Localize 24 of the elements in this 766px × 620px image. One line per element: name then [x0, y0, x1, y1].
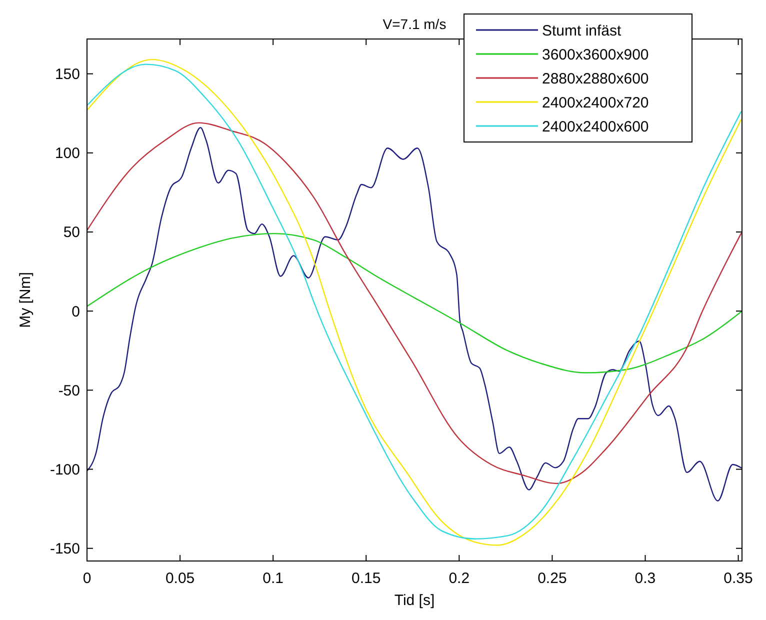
y-tick-label: 100 — [54, 145, 80, 162]
y-tick-label: 0 — [72, 303, 80, 320]
x-tick-label: 0.1 — [262, 570, 284, 587]
x-tick-label: 0.35 — [724, 570, 753, 587]
legend-label: 3600x3600x900 — [542, 46, 649, 64]
x-tick-label: 0.05 — [165, 570, 195, 587]
legend-label: Stumt infäst — [542, 22, 622, 40]
x-tick-label: 0.15 — [352, 570, 381, 587]
x-tick-label: 0.25 — [538, 570, 567, 587]
x-tick-label: 0 — [82, 570, 92, 587]
y-tick-label: -50 — [58, 382, 80, 400]
legend-label: 2880x2880x600 — [542, 70, 649, 88]
y-axis-title: My [Nm] — [17, 272, 34, 328]
legend-label: 2400x2400x600 — [542, 118, 649, 136]
y-tick-label: 50 — [63, 224, 80, 242]
y-tick-label: -150 — [50, 540, 80, 558]
chart-title: V=7.1 m/s — [382, 16, 446, 32]
y-tick-label: -100 — [50, 462, 80, 479]
x-tick-label: 0.3 — [634, 570, 656, 587]
legend-label: 2400x2400x720 — [542, 94, 649, 112]
line-series — [87, 232, 742, 374]
x-tick-label: 0.2 — [448, 570, 470, 587]
x-axis-title: Tid [s] — [394, 592, 435, 609]
y-tick-label: 150 — [54, 66, 80, 84]
